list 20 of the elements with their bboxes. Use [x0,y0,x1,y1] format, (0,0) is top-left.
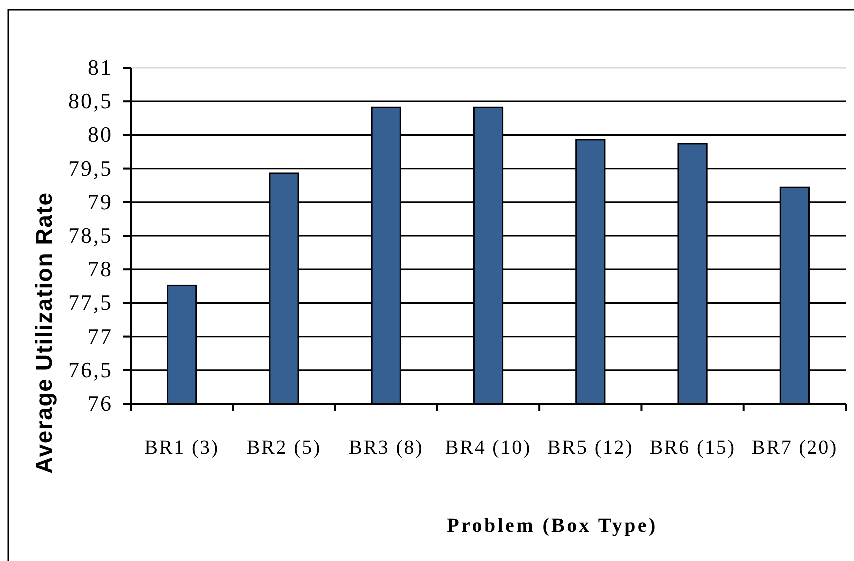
x-tick-label: BR5 (12) [548,437,634,460]
y-tick-label: 76,5 [68,357,113,382]
x-tick-label: BR6 (15) [650,437,736,460]
y-tick-label: 76 [88,391,113,416]
y-tick-label: 79 [88,189,113,214]
y-tick-label: 77 [88,324,113,349]
y-tick-label: 78 [88,256,113,282]
y-tick-label: 78,5 [68,223,113,248]
x-tick-label: BR2 (5) [246,437,322,460]
y-tick-label: 80 [88,122,113,148]
x-tick-label: BR7 (20) [752,437,838,460]
y-tick-label: 79,5 [68,156,113,181]
x-tick-label: BR1 (3) [144,437,220,460]
x-axis-title: Problem (Box Type) [447,515,658,537]
x-tick-label: BR3 (8) [348,437,424,460]
y-tick-label: 81 [88,55,113,80]
y-tick-label: 77,5 [68,290,113,316]
y-axis-title: Average Utilization Rate [31,192,57,474]
y-tick-label: 80,5 [68,88,113,114]
x-tick-label: BR4 (10) [445,437,532,460]
